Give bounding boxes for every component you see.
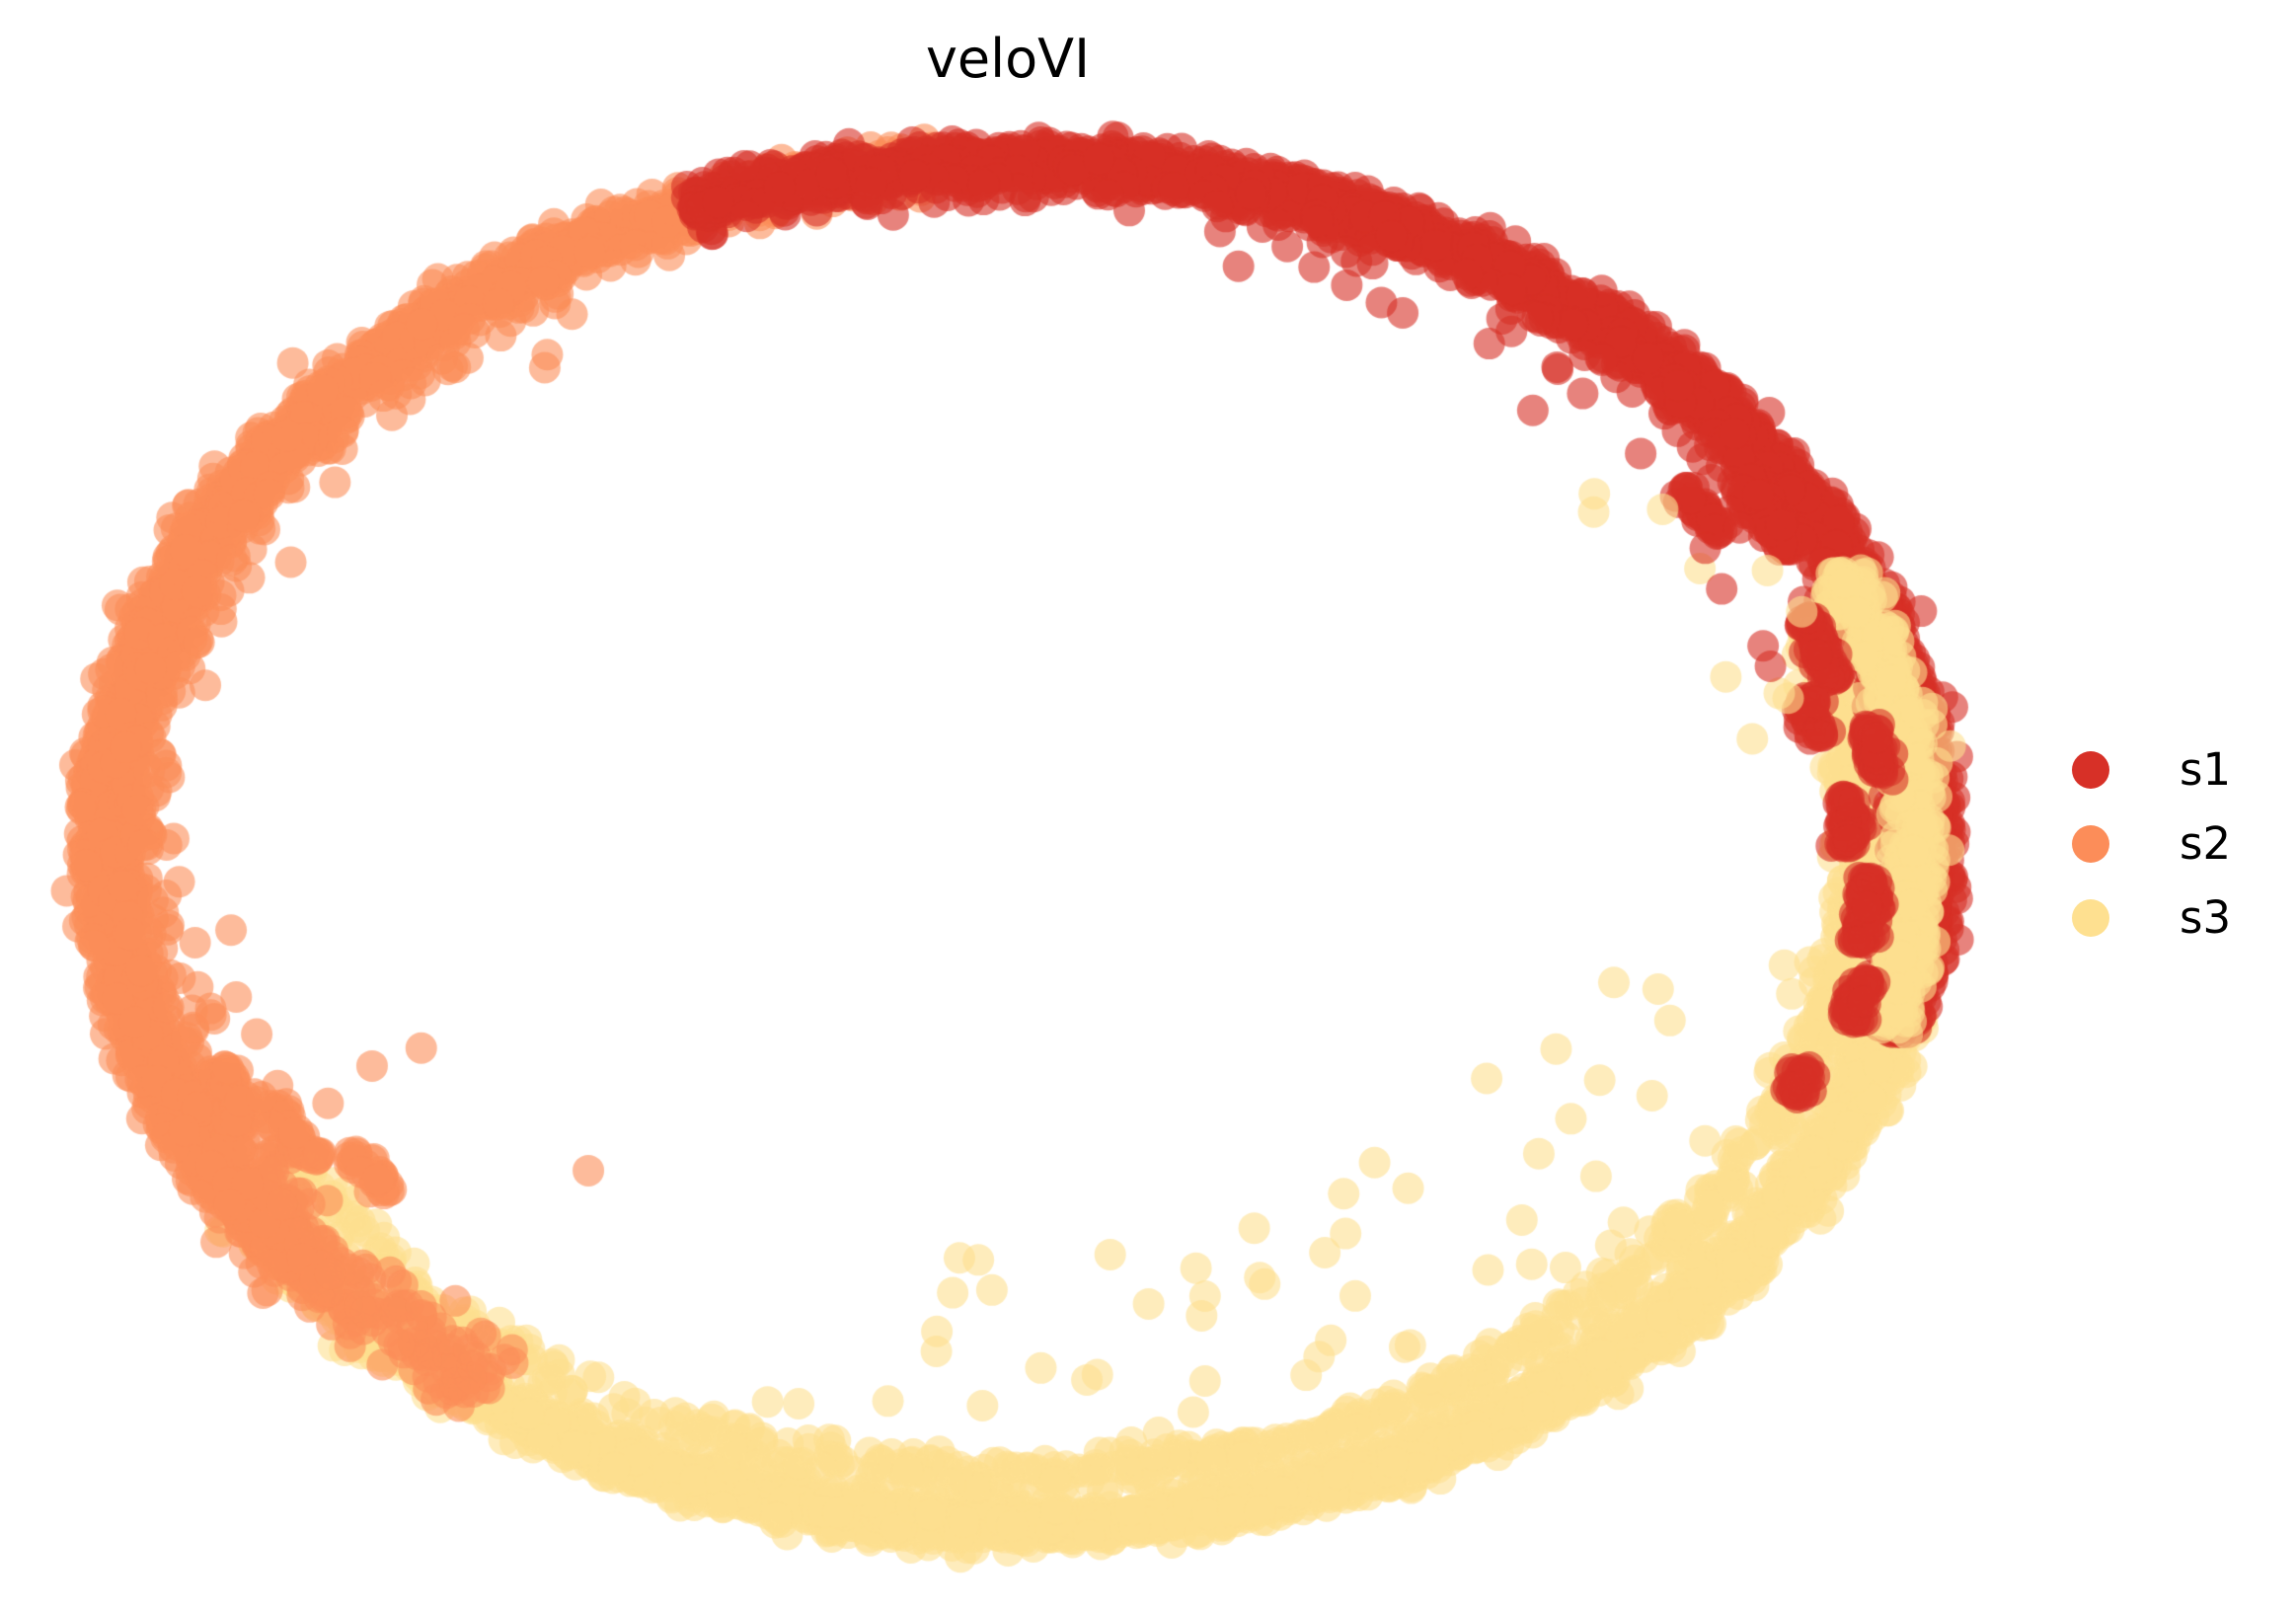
legend-label-s1: s1 [2180, 743, 2232, 796]
legend: s1 s2 s3 [2072, 732, 2231, 955]
legend-swatch-s1 [2072, 750, 2109, 789]
legend-label-s2: s2 [2180, 817, 2232, 870]
legend-item-s1: s1 [2072, 732, 2231, 806]
legend-label-s3: s3 [2180, 891, 2232, 944]
legend-swatch-s2 [2072, 824, 2109, 863]
chart-title: veloVI [925, 28, 1091, 90]
legend-swatch-s3 [2072, 898, 2109, 937]
legend-item-s2: s2 [2072, 806, 2231, 881]
legend-item-s3: s3 [2072, 881, 2231, 955]
